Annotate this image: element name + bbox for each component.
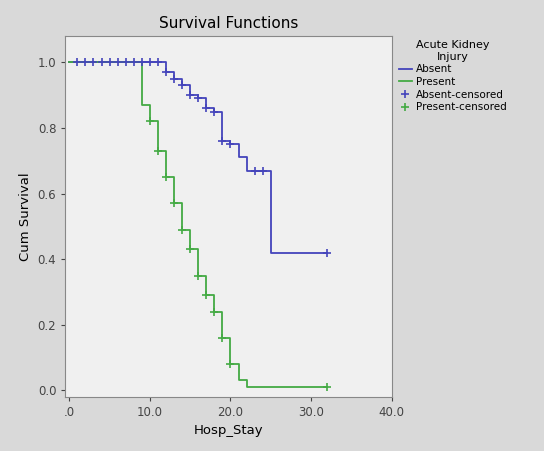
Legend: Absent, Present, Absent-censored, Present-censored: Absent, Present, Absent-censored, Presen… <box>395 36 511 116</box>
X-axis label: Hosp_Stay: Hosp_Stay <box>194 424 263 437</box>
Title: Survival Functions: Survival Functions <box>159 16 298 31</box>
Y-axis label: Cum Survival: Cum Survival <box>19 172 32 261</box>
